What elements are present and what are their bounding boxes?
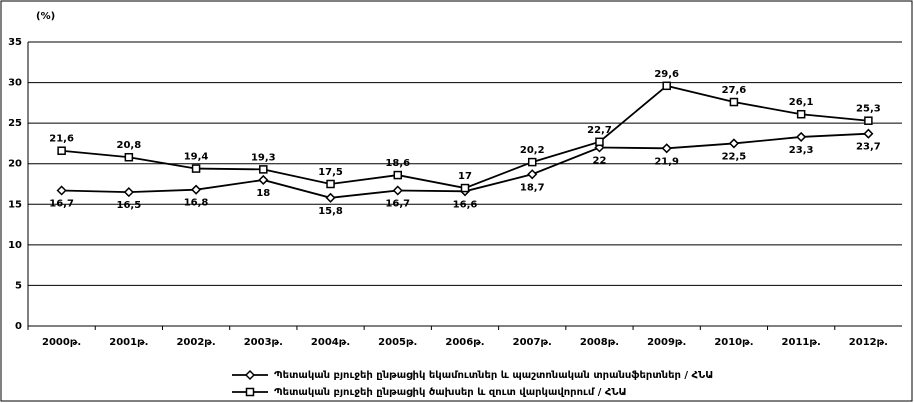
data-label: 15,8 bbox=[318, 206, 343, 217]
y-tick-label: 25 bbox=[8, 118, 22, 129]
marker bbox=[191, 164, 201, 173]
marker bbox=[393, 170, 403, 180]
marker bbox=[259, 165, 268, 174]
x-tick-label: 2008թ. bbox=[580, 337, 619, 348]
marker bbox=[191, 184, 202, 195]
data-label: 26,1 bbox=[789, 97, 814, 108]
data-label: 18,6 bbox=[385, 158, 410, 169]
data-label: 16,7 bbox=[49, 198, 74, 209]
marker bbox=[796, 131, 807, 142]
x-tick-label: 2002թ. bbox=[176, 337, 215, 348]
data-label: 18 bbox=[256, 188, 270, 199]
y-tick-label: 0 bbox=[15, 321, 22, 332]
data-label: 16,7 bbox=[385, 198, 410, 209]
marker bbox=[864, 116, 873, 125]
marker bbox=[796, 109, 806, 119]
legend-marker bbox=[244, 369, 256, 381]
data-label: 21,9 bbox=[654, 156, 679, 167]
y-tick-label: 15 bbox=[8, 199, 22, 210]
data-label: 20,8 bbox=[117, 140, 142, 151]
data-label: 27,6 bbox=[722, 85, 747, 96]
x-tick-label: 2009թ. bbox=[647, 337, 686, 348]
marker bbox=[863, 128, 874, 139]
data-label: 23,3 bbox=[789, 145, 814, 156]
data-label: 17 bbox=[458, 171, 472, 182]
data-label: 16,6 bbox=[453, 199, 478, 210]
marker bbox=[124, 152, 134, 162]
legend-marker bbox=[245, 387, 255, 397]
marker bbox=[392, 185, 403, 196]
y-tick-label: 5 bbox=[15, 280, 22, 291]
x-tick-label: 2012թ. bbox=[849, 337, 888, 348]
marker bbox=[258, 174, 269, 186]
data-label: 29,6 bbox=[654, 69, 679, 80]
marker bbox=[123, 187, 134, 198]
data-label: 17,5 bbox=[318, 167, 343, 178]
x-tick-label: 2010թ. bbox=[714, 337, 753, 348]
legend-label: Պետական բյուջեի ընթացիկ ծախսեր և զուտ վա… bbox=[274, 387, 627, 398]
marker bbox=[527, 169, 538, 180]
y-axis-label: (%) bbox=[36, 11, 55, 22]
marker bbox=[527, 157, 537, 167]
x-tick-label: 2007թ. bbox=[513, 337, 552, 348]
data-label: 19,3 bbox=[251, 152, 276, 163]
data-label: 20,2 bbox=[520, 145, 545, 156]
legend-label: Պետական բյուջեի ընթացիկ եկամուտներ և պաշ… bbox=[274, 370, 713, 381]
x-tick-label: 2011թ. bbox=[782, 337, 821, 348]
marker bbox=[325, 192, 336, 203]
data-label: 22,7 bbox=[587, 125, 612, 136]
marker bbox=[460, 183, 470, 193]
y-tick-label: 30 bbox=[8, 78, 22, 89]
marker bbox=[56, 185, 67, 196]
marker bbox=[729, 97, 739, 107]
y-tick-label: 20 bbox=[8, 159, 22, 170]
marker bbox=[661, 143, 672, 154]
data-label: 23,7 bbox=[856, 142, 881, 153]
x-tick-label: 2005թ. bbox=[378, 337, 417, 348]
x-tick-label: 2003թ. bbox=[244, 337, 283, 348]
x-tick-label: 2006թ. bbox=[445, 337, 484, 348]
x-tick-label: 2004թ. bbox=[311, 337, 350, 348]
marker bbox=[326, 179, 335, 189]
data-label: 16,8 bbox=[184, 198, 209, 209]
marker bbox=[57, 146, 66, 155]
data-label: 21,6 bbox=[49, 134, 74, 145]
y-tick-label: 10 bbox=[8, 240, 22, 251]
marker bbox=[728, 138, 739, 149]
x-tick-label: 2000թ. bbox=[42, 337, 81, 348]
marker bbox=[662, 81, 671, 91]
data-label: 25,3 bbox=[856, 104, 881, 115]
x-tick-label: 2001թ. bbox=[109, 337, 148, 348]
data-label: 19,4 bbox=[184, 152, 209, 163]
data-label: 16,5 bbox=[117, 200, 142, 211]
data-label: 22,5 bbox=[722, 151, 747, 162]
marker bbox=[595, 137, 604, 147]
data-label: 18,7 bbox=[520, 182, 545, 193]
y-tick-label: 35 bbox=[8, 37, 22, 48]
data-label: 22 bbox=[593, 155, 607, 166]
